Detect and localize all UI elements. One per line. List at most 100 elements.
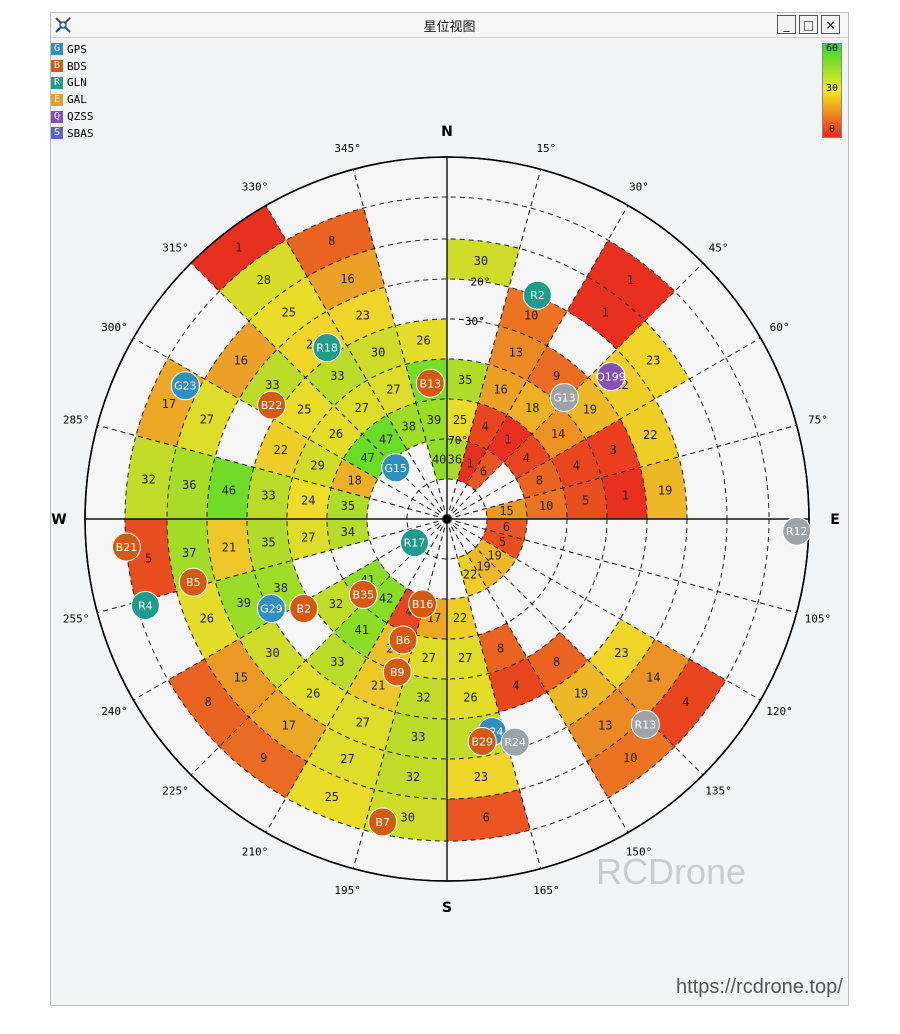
snr-cell — [247, 519, 293, 571]
azimuth-spoke — [446, 424, 797, 520]
snr-value: 29 — [310, 458, 324, 472]
snr-cell — [287, 477, 332, 519]
snr-value: 22 — [453, 611, 467, 625]
snr-cell — [587, 240, 675, 322]
snr-value: 21 — [371, 678, 385, 692]
snr-cell — [585, 419, 641, 478]
snr-value: 4 — [482, 420, 489, 434]
snr-value: 4 — [573, 458, 580, 472]
snr-value: 14 — [646, 670, 660, 684]
snr-cell — [527, 632, 589, 693]
snr-value: 4 — [512, 678, 519, 692]
azimuth-spoke — [265, 205, 448, 520]
snr-cell — [287, 519, 332, 561]
snr-cell — [488, 325, 547, 381]
snr-value: 5 — [582, 494, 589, 508]
elevation-label: 20° — [470, 275, 490, 288]
snr-cell — [567, 276, 645, 350]
snr-cell — [286, 207, 375, 277]
snr-value: 33 — [330, 369, 344, 383]
snr-cell — [204, 639, 278, 717]
snr-cell — [327, 692, 396, 751]
snr-cell — [478, 622, 527, 674]
snr-value: 1 — [466, 457, 473, 471]
zenith-point — [443, 515, 451, 523]
snr-cell — [343, 434, 391, 479]
snr-value: 22 — [643, 428, 657, 442]
snr-value: 33 — [330, 655, 344, 669]
snr-value: 4 — [523, 451, 530, 465]
snr-cell — [447, 359, 489, 404]
snr-value: 27 — [200, 413, 214, 427]
satellite-label: G29 — [260, 602, 283, 615]
snr-value: 1 — [602, 306, 609, 320]
azimuth-spoke — [446, 518, 797, 614]
snr-cell — [347, 325, 406, 381]
satellite-label: R17 — [404, 537, 426, 550]
azimuth-label: 240° — [101, 705, 128, 718]
snr-cell — [587, 716, 675, 798]
snr-value: 26 — [200, 611, 214, 625]
minimize-button[interactable]: _ — [777, 15, 796, 34]
satellite-label: B9 — [390, 666, 405, 679]
snr-value: 30 — [265, 646, 279, 660]
snr-cell — [447, 673, 499, 719]
snr-value: 27 — [421, 651, 435, 665]
snr-cell — [487, 415, 532, 463]
scale-mid-label: 30 — [825, 83, 839, 94]
snr-value: 16 — [340, 272, 354, 286]
snr-value: 36 — [182, 478, 196, 492]
snr-cell — [467, 547, 504, 589]
snr-cell — [478, 364, 527, 416]
satellite-b2 — [289, 594, 319, 624]
snr-cell — [362, 415, 407, 463]
satellite-r4 — [130, 590, 160, 620]
snr-value: 26 — [329, 427, 343, 441]
snr-cell — [191, 205, 286, 292]
maximize-button[interactable]: □ — [799, 15, 818, 34]
snr-value: 23 — [356, 309, 370, 323]
snr-cell — [327, 287, 396, 346]
snr-value: 8 — [553, 655, 560, 669]
snr-cell — [277, 311, 347, 378]
snr-cell — [485, 498, 527, 519]
snr-cell — [331, 459, 378, 499]
satellite-b16 — [408, 589, 438, 619]
snr-value: 19 — [583, 402, 597, 416]
snr-cell — [333, 380, 387, 435]
elevation-label: 70° — [448, 434, 468, 447]
satellite-b6 — [388, 625, 418, 655]
snr-value: 32 — [406, 770, 420, 784]
snr-cell — [567, 688, 645, 762]
snr-value: 19 — [574, 687, 588, 701]
snr-cell — [447, 750, 520, 800]
close-button[interactable]: × — [821, 15, 840, 34]
snr-value: 4 — [405, 604, 412, 618]
snr-value: 32 — [329, 597, 343, 611]
snr-cell — [387, 403, 427, 450]
snr-value: 10 — [539, 499, 553, 513]
legend-swatch: R — [51, 76, 63, 89]
app-icon — [55, 17, 71, 33]
snr-value: 27 — [386, 383, 400, 397]
snr-cell — [176, 581, 240, 659]
satellite-label: R18 — [316, 342, 338, 355]
snr-cell — [374, 750, 447, 800]
snr-value: 35 — [261, 535, 275, 549]
azimuth-spoke — [446, 518, 542, 869]
snr-cell — [507, 380, 561, 435]
azimuth-label: 345° — [334, 142, 361, 155]
snr-value: 32 — [141, 473, 155, 487]
snr-value: 8 — [497, 641, 504, 655]
snr-value: 26 — [463, 690, 477, 704]
satellite-label: B2 — [296, 603, 311, 616]
satellite-label: R24 — [504, 736, 526, 749]
satellite-b22 — [257, 390, 287, 420]
azimuth-label: 300° — [101, 321, 128, 334]
azimuth-label: 135° — [705, 785, 732, 798]
snr-cell — [616, 321, 690, 399]
azimuth-spoke — [190, 518, 448, 776]
snr-value: 33 — [261, 489, 275, 503]
azimuth-spoke — [446, 518, 704, 776]
satellite-r18 — [312, 333, 342, 363]
